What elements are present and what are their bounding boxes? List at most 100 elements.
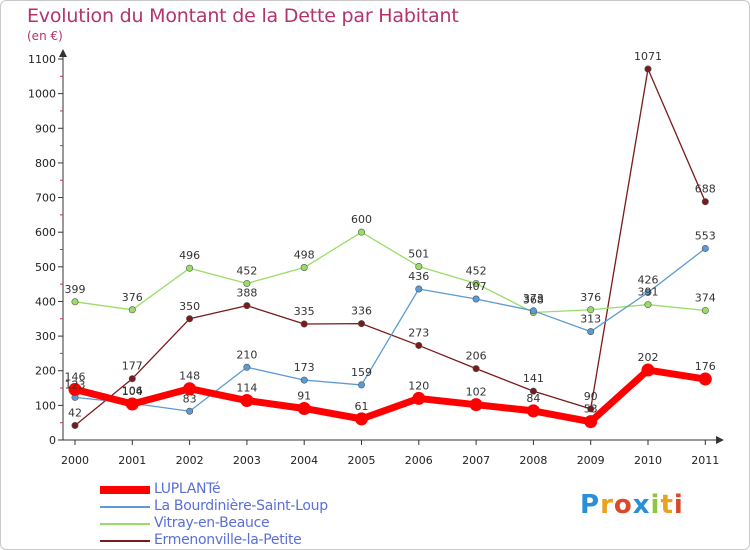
data-label: 498 — [294, 249, 315, 262]
data-label: 391 — [638, 286, 659, 299]
legend-swatch — [100, 540, 150, 542]
legend-swatch — [100, 523, 150, 525]
data-label: 148 — [179, 370, 200, 383]
data-label: 399 — [65, 283, 86, 296]
data-label: 1071 — [634, 50, 662, 63]
data-label: 374 — [695, 291, 716, 304]
x-tick-label: 2005 — [348, 454, 376, 467]
data-label: 600 — [351, 213, 372, 226]
data-point — [355, 412, 368, 426]
x-tick-label: 2007 — [462, 454, 490, 467]
data-point — [701, 198, 709, 206]
data-point — [357, 228, 365, 236]
data-point — [529, 387, 537, 395]
legend-label: LUPLANTé — [154, 481, 221, 497]
logo-letter: i — [650, 490, 661, 520]
data-point — [243, 363, 251, 371]
data-label: 177 — [122, 360, 143, 373]
y-axis-arrow — [59, 49, 67, 57]
y-tick-label: 200 — [35, 365, 56, 378]
data-point — [240, 394, 254, 408]
data-point — [698, 372, 712, 386]
x-tick-label: 2006 — [405, 454, 433, 467]
data-label: 206 — [466, 350, 487, 363]
data-label: 173 — [294, 361, 315, 374]
data-label: 114 — [236, 382, 257, 395]
data-label: 91 — [297, 389, 311, 402]
data-label: 376 — [580, 291, 601, 304]
data-point — [472, 365, 480, 373]
data-point — [641, 363, 655, 377]
data-point — [701, 306, 709, 314]
x-tick-label: 2001 — [118, 454, 146, 467]
data-point — [644, 288, 652, 296]
data-point — [415, 285, 423, 293]
data-label: 159 — [351, 366, 372, 379]
x-axis-arrow — [716, 436, 724, 444]
y-tick-label: 800 — [35, 157, 56, 170]
data-point — [125, 397, 139, 411]
data-label: 426 — [638, 273, 659, 286]
y-tick-label: 700 — [35, 192, 56, 205]
x-tick-label: 2003 — [233, 454, 261, 467]
data-label: 388 — [236, 287, 257, 300]
data-point — [357, 381, 365, 389]
logo-letter: x — [632, 490, 651, 520]
data-point — [529, 307, 537, 315]
legend-swatch — [100, 506, 150, 508]
data-label: 123 — [65, 378, 86, 391]
logo-letter: i — [673, 490, 684, 520]
data-label: 141 — [523, 372, 544, 385]
data-label: 313 — [580, 313, 601, 326]
data-label: 53 — [584, 403, 598, 416]
data-point — [469, 398, 483, 412]
series-line-1 — [74, 247, 706, 412]
data-point — [128, 306, 136, 314]
data-label: 176 — [695, 360, 716, 373]
legend-label: Vitray-en-Beauce — [154, 515, 270, 531]
data-point — [701, 244, 709, 252]
logo-letter: r — [600, 490, 614, 520]
chart-title: Evolution du Montant de la Dette par Hab… — [27, 5, 459, 27]
data-point — [243, 302, 251, 310]
data-point — [357, 320, 365, 328]
data-label: 688 — [695, 183, 716, 196]
data-point — [243, 279, 251, 287]
chart-unit-label: (en €) — [27, 29, 63, 43]
data-point — [587, 405, 595, 413]
logo-letter: o — [613, 490, 633, 520]
data-point — [415, 341, 423, 349]
data-point — [71, 421, 79, 429]
data-label: 436 — [408, 270, 429, 283]
data-label: 501 — [408, 247, 429, 260]
data-label: 350 — [179, 300, 200, 313]
data-point — [186, 407, 194, 415]
data-label: 373 — [523, 292, 544, 305]
x-tick-label: 2002 — [176, 454, 204, 467]
data-point — [186, 315, 194, 323]
data-point — [644, 65, 652, 73]
data-label: 376 — [122, 291, 143, 304]
series-line-2 — [74, 231, 706, 314]
data-label: 407 — [466, 280, 487, 293]
x-tick-label: 2000 — [61, 454, 89, 467]
data-point — [644, 301, 652, 309]
data-label: 335 — [294, 305, 315, 318]
data-label: 496 — [179, 249, 200, 262]
data-label: 42 — [68, 406, 82, 419]
series-line-0 — [74, 366, 706, 426]
data-point — [472, 295, 480, 303]
data-point — [300, 376, 308, 384]
data-label: 202 — [638, 351, 659, 364]
y-tick-label: 0 — [49, 434, 56, 447]
proxiti-logo: Proxiti — [580, 490, 684, 520]
data-point — [472, 279, 480, 287]
data-label: 106 — [122, 384, 143, 397]
legend-label: La Bourdinière-Saint-Loup — [154, 498, 328, 514]
data-point — [412, 391, 426, 405]
data-label: 336 — [351, 305, 372, 318]
data-label: 452 — [236, 264, 257, 277]
data-point — [186, 264, 194, 272]
